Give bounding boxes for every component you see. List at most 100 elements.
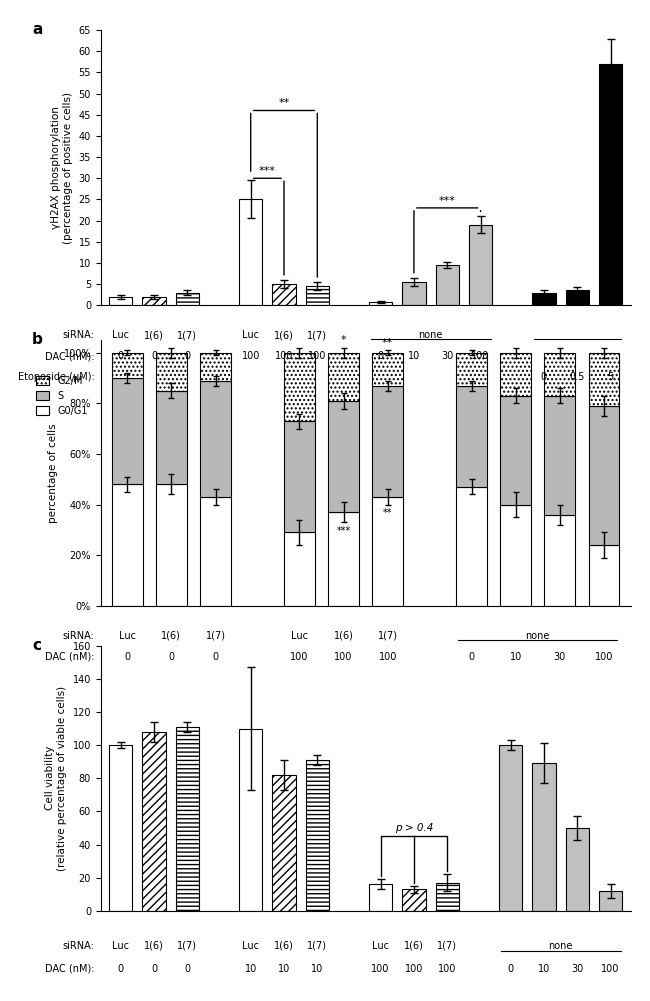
- Text: DAC (nM):: DAC (nM):: [45, 351, 94, 361]
- Text: 100: 100: [405, 964, 423, 974]
- Text: 100: 100: [471, 351, 489, 361]
- Bar: [372, 496, 403, 606]
- Bar: [176, 727, 199, 911]
- Text: 0: 0: [541, 372, 547, 382]
- Text: 1(7): 1(7): [437, 941, 457, 951]
- Bar: [402, 282, 426, 305]
- Text: c: c: [32, 638, 41, 653]
- Bar: [372, 353, 403, 385]
- Bar: [436, 883, 459, 911]
- Bar: [239, 729, 263, 911]
- Text: 100: 100: [242, 351, 260, 361]
- Bar: [112, 484, 143, 606]
- Bar: [142, 297, 166, 305]
- Text: ***: ***: [337, 527, 351, 536]
- Bar: [545, 515, 575, 606]
- Text: 0: 0: [151, 351, 157, 361]
- Bar: [109, 297, 133, 305]
- Bar: [532, 292, 556, 305]
- Bar: [156, 390, 187, 484]
- Text: 0: 0: [508, 964, 514, 974]
- Bar: [200, 353, 231, 380]
- Bar: [588, 545, 619, 606]
- Text: 1(7): 1(7): [177, 941, 198, 951]
- Bar: [284, 533, 315, 606]
- Text: 0: 0: [118, 964, 124, 974]
- Text: Luc: Luc: [242, 941, 259, 951]
- Bar: [566, 828, 589, 911]
- Text: none: none: [549, 941, 573, 951]
- Text: Luc: Luc: [242, 330, 259, 340]
- Text: 0: 0: [151, 964, 157, 974]
- Bar: [545, 353, 575, 396]
- Text: 10: 10: [244, 964, 257, 974]
- Bar: [284, 421, 315, 533]
- Text: 100: 100: [308, 351, 326, 361]
- Text: siRNA:: siRNA:: [62, 941, 94, 951]
- Text: Luc: Luc: [112, 330, 129, 340]
- Text: none: none: [526, 631, 550, 641]
- Text: 30: 30: [554, 652, 566, 662]
- Text: 0: 0: [378, 351, 384, 361]
- Text: 0.5: 0.5: [569, 372, 585, 382]
- Bar: [532, 764, 556, 911]
- Bar: [306, 286, 329, 305]
- Text: 30: 30: [571, 964, 583, 974]
- Text: 100: 100: [378, 652, 397, 662]
- Bar: [599, 64, 622, 305]
- Bar: [142, 732, 166, 911]
- Bar: [272, 775, 296, 911]
- Text: 100: 100: [290, 652, 309, 662]
- Text: 30: 30: [441, 351, 454, 361]
- Text: DAC (nM):: DAC (nM):: [45, 964, 94, 974]
- Bar: [566, 290, 589, 305]
- Text: 100: 100: [438, 964, 456, 974]
- Bar: [156, 353, 187, 390]
- Text: Luc: Luc: [291, 631, 308, 641]
- Text: a: a: [32, 22, 42, 37]
- Text: siRNA:: siRNA:: [62, 631, 94, 641]
- Text: 10: 10: [311, 964, 324, 974]
- Bar: [500, 396, 531, 505]
- Text: 1(6): 1(6): [274, 941, 294, 951]
- Bar: [436, 265, 459, 305]
- Bar: [306, 760, 329, 911]
- Bar: [156, 484, 187, 606]
- Text: 0: 0: [118, 351, 124, 361]
- Text: none: none: [419, 330, 443, 340]
- Text: 1(6): 1(6): [161, 631, 181, 641]
- Text: ***: ***: [259, 166, 276, 176]
- Y-axis label: percentage of cells: percentage of cells: [48, 423, 58, 523]
- Bar: [200, 380, 231, 496]
- Text: 1(7): 1(7): [307, 941, 328, 951]
- Bar: [456, 486, 487, 606]
- Text: 1(6): 1(6): [404, 941, 424, 951]
- Text: 5: 5: [607, 372, 614, 382]
- Text: 100: 100: [334, 652, 353, 662]
- Text: 1(6): 1(6): [144, 330, 164, 340]
- Bar: [545, 396, 575, 515]
- Text: 1(7): 1(7): [205, 631, 226, 641]
- Text: 0: 0: [213, 652, 218, 662]
- Text: Etoposide (μM):: Etoposide (μM):: [18, 372, 94, 382]
- Text: b: b: [32, 332, 43, 347]
- Text: **: **: [383, 509, 393, 519]
- Text: Luc: Luc: [112, 941, 129, 951]
- Text: 10: 10: [538, 964, 550, 974]
- Bar: [109, 745, 133, 911]
- Bar: [402, 889, 426, 911]
- Text: *: *: [341, 335, 346, 345]
- Bar: [469, 225, 492, 305]
- Text: DAC (nM):: DAC (nM):: [45, 652, 94, 662]
- Text: 100: 100: [371, 964, 390, 974]
- Text: 0: 0: [185, 964, 190, 974]
- Legend: G2/M, S, G0/G1: G2/M, S, G0/G1: [32, 372, 92, 419]
- Bar: [112, 378, 143, 484]
- Bar: [112, 353, 143, 378]
- Text: 1(6): 1(6): [144, 941, 164, 951]
- Text: 0: 0: [469, 652, 474, 662]
- Bar: [272, 284, 296, 305]
- Bar: [588, 406, 619, 545]
- Bar: [499, 745, 522, 911]
- Text: 0: 0: [124, 652, 130, 662]
